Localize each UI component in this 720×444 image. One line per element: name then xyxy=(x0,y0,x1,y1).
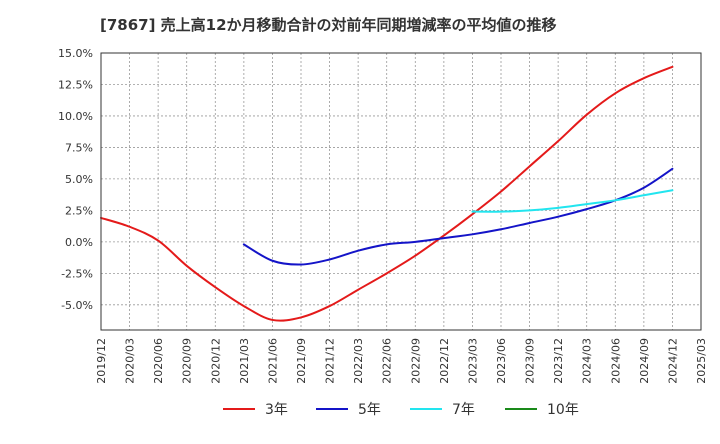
y-tick-label: 0.0% xyxy=(65,236,93,249)
plot-frame xyxy=(100,52,702,331)
legend-label-3: 10年 xyxy=(547,402,579,418)
y-tick-label: 12.5% xyxy=(58,78,93,91)
y-tick-label: 5.0% xyxy=(65,173,93,186)
series-line-1 xyxy=(242,167,674,266)
x-tick-label: 2021/12 xyxy=(324,338,337,384)
x-tick-label: 2025/03 xyxy=(695,338,708,384)
y-tick-label: 2.5% xyxy=(65,204,93,217)
y-tick-label: 10.0% xyxy=(58,110,93,123)
legend-label-1: 5年 xyxy=(358,402,381,418)
y-tick-label: -2.5% xyxy=(61,267,93,280)
x-tick-label: 2022/09 xyxy=(409,338,422,384)
x-tick-label: 2020/03 xyxy=(124,338,137,384)
x-tick-label: 2022/03 xyxy=(352,338,365,384)
x-tick-label: 2021/06 xyxy=(266,338,279,384)
x-tick-label: 2020/06 xyxy=(152,338,165,384)
x-tick-label: 2023/06 xyxy=(495,338,508,384)
series-line-0 xyxy=(100,65,674,322)
legend-label-2: 7年 xyxy=(452,402,475,418)
y-axis: 15.0% 12.5% 10.0% 7.5% 5.0% 2.5% 0.0% -2.5% -5.0… xyxy=(58,47,93,312)
x-tick-label: 2021/09 xyxy=(295,338,308,384)
x-tick-label: 2019/12 xyxy=(95,338,108,384)
x-tick-label: 2023/09 xyxy=(524,338,537,384)
x-tick-label: 2022/12 xyxy=(438,338,451,384)
x-tick-label: 2020/12 xyxy=(209,338,222,384)
y-tick-label: -5.0% xyxy=(61,299,93,312)
series-layer xyxy=(100,65,674,322)
x-tick-label: 2023/12 xyxy=(552,338,565,384)
x-tick-label: 2022/06 xyxy=(381,338,394,384)
y-tick-label: 15.0% xyxy=(58,47,93,60)
chart-title: [7867] 売上高12か月移動合計の対前年同期増減率の平均値の推移 xyxy=(100,16,557,34)
x-tick-label: 2021/03 xyxy=(238,338,251,384)
x-tick-label: 2024/12 xyxy=(666,338,679,384)
x-tick-label: 2024/09 xyxy=(638,338,651,384)
x-axis: 2019/12 2020/03 2020/06 2020/09 2020/12 2021/… xyxy=(95,338,708,384)
x-tick-label: 2020/09 xyxy=(181,338,194,384)
series-line-2 xyxy=(471,189,674,213)
x-tick-label: 2024/03 xyxy=(581,338,594,384)
y-tick-label: 7.5% xyxy=(65,141,93,154)
grid-layer xyxy=(100,52,702,330)
x-tick-label: 2023/03 xyxy=(466,338,479,384)
legend-label-0: 3年 xyxy=(265,402,288,418)
legend: 3年 5年 7年 10年 xyxy=(223,402,579,418)
x-tick-label: 2024/06 xyxy=(609,338,622,384)
